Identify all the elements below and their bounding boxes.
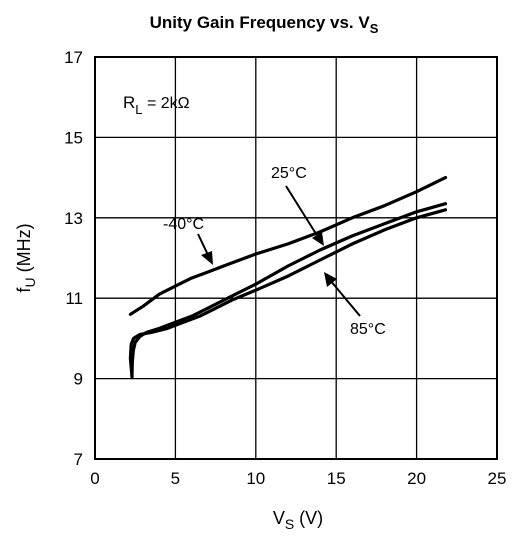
y-tick-label: 9 [74,370,83,389]
condition-label: RL = 2kΩ [123,93,190,117]
x-tick-label: 15 [327,469,346,488]
x-axis-label: VS (V) [273,508,323,532]
series-line-1 [130,202,448,379]
chart-title-main: Unity Gain Frequency vs. V [150,13,371,32]
annotation-arrow-25c [285,185,319,238]
condition-subscript: L [135,102,142,117]
plot-frame [94,56,498,460]
annotation-arrowhead-minus40 [201,251,213,265]
chart-title-subscript: S [370,21,379,36]
series-group [128,176,448,379]
annotation-arrow-85c [329,279,361,317]
x-tick-label: 10 [246,469,265,488]
chart-title: Unity Gain Frequency vs. VS [150,13,379,36]
annotation-arrowhead-85c [324,272,337,287]
y-axis-label-main: f [14,287,34,293]
annotation-label-25c: 25°C [271,165,307,182]
y-tick-label: 7 [74,450,83,469]
grid [94,56,498,460]
y-tick-label: 15 [64,128,83,147]
condition-value: = 2kΩ [143,95,190,112]
y-axis-label-subscript: U [22,277,38,287]
x-tick-label: 5 [171,469,180,488]
annotation-arrowhead-25c [312,232,324,246]
y-tick-labels: 7 9 11 13 15 17 [64,48,83,469]
x-tick-labels: 0 5 10 15 20 25 [90,469,506,488]
y-tick-label: 17 [64,48,83,67]
series-line-2 [128,208,448,379]
y-axis-label-unit: (MHz) [14,223,34,277]
x-axis-label-unit: (V) [294,508,323,528]
annotations: -40°C 25°C 85°C [163,165,386,338]
x-tick-label: 20 [407,469,426,488]
annotation-label-85c: 85°C [350,321,386,338]
y-axis-label: fU (MHz) [14,223,38,292]
x-tick-label: 0 [90,469,99,488]
y-tick-label: 11 [65,289,83,308]
condition-main: R [123,93,135,112]
x-axis-label-main: V [273,508,285,528]
y-tick-label: 13 [64,209,83,228]
annotation-label-minus40: -40°C [163,216,204,233]
x-axis-label-subscript: S [285,516,294,532]
x-tick-label: 25 [488,469,507,488]
series-line-0 [128,176,448,316]
